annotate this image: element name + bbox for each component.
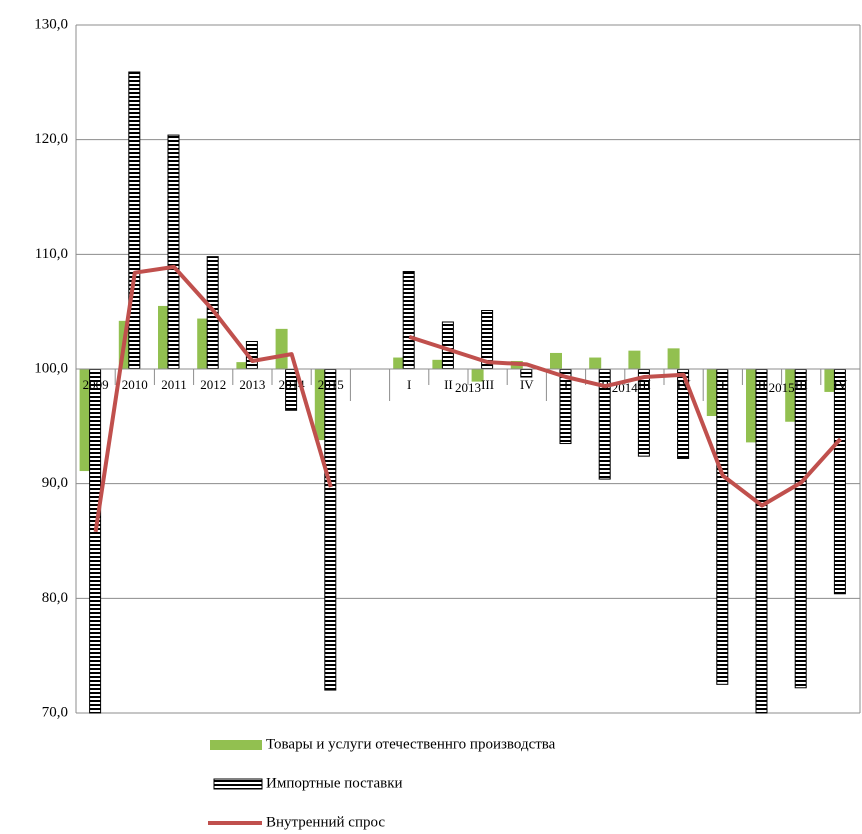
x-tick-label: II bbox=[444, 377, 453, 392]
x-tick-label: 2012 bbox=[200, 377, 226, 392]
hatched-bar bbox=[794, 368, 807, 689]
x-tick-label: 2011 bbox=[161, 377, 187, 392]
bar bbox=[471, 369, 484, 382]
hatched-bar bbox=[128, 71, 141, 370]
x-tick-label: I bbox=[564, 377, 568, 392]
x-tick-label: IV bbox=[834, 377, 848, 392]
hatched-bar bbox=[402, 271, 415, 370]
bar bbox=[550, 352, 562, 369]
x-tick-label: 2009 bbox=[83, 377, 109, 392]
x-tick-label: II bbox=[758, 377, 767, 392]
line bbox=[93, 264, 842, 533]
bar bbox=[393, 357, 406, 369]
hatched-bar bbox=[520, 368, 533, 378]
bar bbox=[314, 369, 327, 441]
legend-label: Внутренний спрос bbox=[266, 814, 385, 830]
bar bbox=[236, 362, 249, 369]
x-tick-label: I bbox=[721, 377, 725, 392]
hatched-bar bbox=[833, 368, 846, 595]
bar bbox=[275, 328, 288, 369]
hatched-bar bbox=[89, 368, 102, 714]
bar bbox=[589, 357, 602, 369]
legend-swatch bbox=[213, 778, 263, 790]
x-group-label: 2015 bbox=[769, 380, 795, 395]
x-group-label: 2013 bbox=[455, 380, 481, 395]
y-tick-label: 90,0 bbox=[42, 475, 68, 491]
hatched-bar bbox=[716, 368, 729, 685]
x-tick-label: III bbox=[481, 377, 494, 392]
bar bbox=[746, 369, 758, 443]
y-tick-label: 100,0 bbox=[34, 360, 68, 376]
y-tick-label: 130,0 bbox=[34, 16, 68, 32]
x-tick-label: III bbox=[795, 377, 808, 392]
y-tick-label: 120,0 bbox=[34, 131, 68, 147]
legend-swatch bbox=[210, 740, 262, 750]
y-tick-label: 80,0 bbox=[42, 590, 68, 606]
bar bbox=[432, 359, 445, 369]
x-tick-label: 2010 bbox=[122, 377, 148, 392]
x-tick-label: I bbox=[407, 377, 411, 392]
legend-label: Импортные поставки bbox=[266, 775, 403, 791]
bar bbox=[667, 348, 680, 369]
hatched-bar bbox=[441, 321, 454, 370]
bar bbox=[628, 350, 641, 369]
x-tick-label: 2013 bbox=[239, 377, 265, 392]
bar bbox=[824, 369, 837, 392]
bar bbox=[197, 318, 210, 369]
bar bbox=[706, 369, 719, 417]
y-tick-label: 110,0 bbox=[35, 246, 68, 262]
bar bbox=[785, 369, 798, 422]
hatched-bar bbox=[755, 368, 768, 714]
x-tick-label: IV bbox=[520, 377, 534, 392]
hatched-bar bbox=[167, 134, 180, 370]
legend-label: Товары и услуги отечественнго производст… bbox=[266, 736, 556, 752]
x-tick-label: 2015 bbox=[318, 377, 344, 392]
y-tick-label: 70,0 bbox=[42, 704, 68, 720]
hatched-bar bbox=[324, 368, 337, 691]
bar bbox=[79, 369, 92, 472]
x-tick-label: III bbox=[638, 377, 651, 392]
bar bbox=[158, 305, 170, 369]
